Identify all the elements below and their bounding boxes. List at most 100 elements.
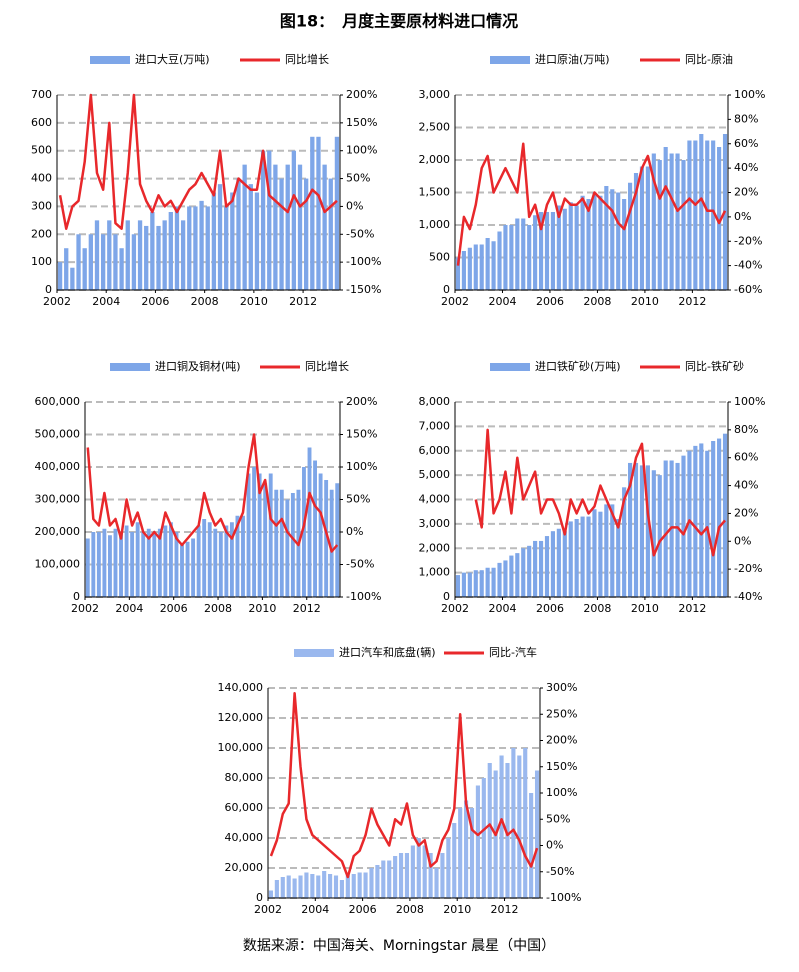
y-tick-label: 400: [31, 172, 52, 185]
y2-tick-label: 20%: [734, 186, 758, 199]
y2-tick-label: 200%: [546, 734, 577, 747]
y-tick-label: 7,000: [419, 419, 451, 432]
bar: [467, 572, 472, 597]
bar: [681, 160, 686, 290]
bar: [252, 467, 257, 597]
bar: [285, 164, 290, 290]
y-tick-label: 40,000: [225, 831, 264, 844]
bar: [452, 823, 457, 898]
legend-swatch: [110, 363, 150, 371]
line: [474, 428, 726, 557]
bar: [168, 212, 173, 290]
bar: [404, 853, 410, 898]
bar: [64, 248, 69, 290]
x-tick-label: 2002: [441, 602, 469, 615]
bar: [428, 853, 433, 898]
y-tick-label: 0: [256, 891, 263, 904]
bar: [333, 875, 339, 898]
x-tick-label: 2008: [191, 295, 219, 308]
bar: [187, 206, 192, 290]
y2-tick-label: 60%: [734, 451, 758, 464]
bar: [616, 519, 621, 597]
bar: [339, 880, 344, 898]
y-tick-label: 200: [31, 227, 52, 240]
bar: [434, 868, 439, 898]
bar: [681, 455, 686, 597]
y2-tick-label: 200%: [346, 395, 377, 408]
y2-tick-label: 150%: [546, 760, 577, 773]
bar: [645, 166, 650, 290]
y2-tick-label: -20%: [734, 234, 762, 247]
x-tick-label: 2002: [71, 602, 99, 615]
bar: [273, 164, 278, 290]
bar: [527, 225, 532, 290]
y2-tick-label: 100%: [346, 460, 377, 473]
bar: [268, 473, 273, 597]
bar: [274, 489, 279, 597]
bar: [598, 195, 603, 290]
x-tick-label: 2012: [491, 903, 519, 916]
x-tick-label: 2010: [631, 295, 659, 308]
bar: [328, 874, 333, 898]
bar: [705, 450, 710, 597]
x-tick-label: 2006: [349, 903, 377, 916]
y2-tick-label: 80%: [734, 423, 758, 436]
y2-tick-label: 60%: [734, 137, 758, 150]
y-tick-label: 500: [429, 251, 450, 264]
bar: [242, 164, 247, 290]
bar: [533, 215, 538, 290]
y2-tick-label: 150%: [346, 116, 377, 129]
bar: [304, 178, 309, 290]
y2-tick-label: 100%: [546, 786, 577, 799]
bar: [717, 147, 722, 290]
bar: [280, 877, 285, 898]
bar: [534, 770, 540, 898]
bar: [82, 248, 87, 290]
bar: [96, 532, 101, 597]
bar: [263, 483, 268, 597]
y-tick-label: 100,000: [218, 741, 264, 754]
bar: [556, 205, 561, 290]
y-tick-label: 300,000: [35, 493, 81, 506]
bar: [150, 212, 155, 290]
legend-swatch: [490, 56, 530, 64]
bar: [152, 532, 157, 597]
y-tick-label: 8,000: [419, 395, 451, 408]
x-tick-label: 2010: [240, 295, 268, 308]
bar: [137, 220, 143, 290]
bar: [633, 173, 639, 290]
bar: [369, 868, 374, 898]
y-tick-label: 300: [31, 199, 52, 212]
bar: [113, 234, 118, 290]
y-tick-label: 100: [31, 255, 52, 268]
bar: [651, 153, 656, 290]
bar: [622, 487, 627, 597]
bar: [324, 480, 329, 597]
bar: [464, 800, 469, 898]
bar: [675, 153, 680, 290]
bar: [357, 872, 362, 898]
y-tick-label: 400,000: [35, 460, 81, 473]
bar: [119, 532, 123, 597]
bar: [711, 441, 716, 597]
x-tick-label: 2004: [301, 903, 329, 916]
bar: [705, 140, 710, 290]
legend-swatch: [490, 363, 530, 371]
source-note: 数据来源：中国海关、Morningstar 晨星（中国）: [243, 938, 555, 954]
bar: [302, 467, 306, 597]
bar: [292, 878, 297, 898]
bar: [322, 164, 327, 290]
y2-tick-label: -100%: [546, 891, 581, 904]
bar: [461, 251, 466, 290]
y2-tick-label: -50%: [346, 558, 374, 571]
bar: [268, 890, 274, 898]
x-tick-label: 2012: [293, 602, 321, 615]
legend-label: 同比增长: [305, 359, 349, 373]
y-tick-label: 3,000: [419, 88, 451, 101]
bar: [88, 234, 93, 290]
bar: [174, 206, 180, 290]
bar: [458, 808, 463, 898]
bar: [610, 189, 615, 290]
bar: [699, 443, 704, 597]
bar: [144, 225, 149, 290]
